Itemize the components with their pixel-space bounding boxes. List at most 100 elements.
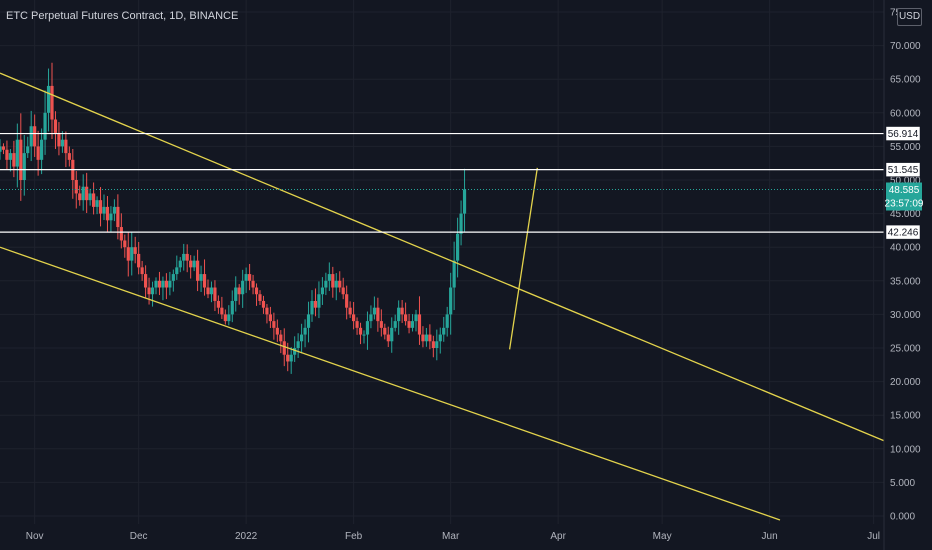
- candle-body: [206, 287, 210, 295]
- candle: [317, 281, 321, 319]
- candle: [40, 128, 44, 175]
- candle-body: [119, 227, 123, 241]
- candle: [105, 196, 110, 232]
- price-axis[interactable]: 0.000 5.000 10.000 15.000 20.000 25.000 30.000…: [883, 0, 921, 550]
- candle: [358, 322, 363, 345]
- y-tick-label: 40.000: [890, 243, 921, 254]
- candle-body: [431, 341, 435, 348]
- y-tick-label: 0.000: [890, 512, 915, 523]
- candle-body: [265, 307, 269, 315]
- candle-body: [85, 186, 89, 201]
- candle-body: [116, 206, 120, 228]
- y-tick-label: 45.000: [890, 209, 921, 220]
- candle: [244, 267, 248, 293]
- candle-body: [390, 327, 394, 342]
- candle: [393, 314, 397, 332]
- candle-body: [365, 321, 370, 335]
- candle: [324, 272, 328, 296]
- horizontal-levels: [0, 132, 884, 233]
- y-tick-label: 65.000: [890, 75, 921, 86]
- candle: [81, 174, 85, 211]
- candle-body: [112, 206, 116, 214]
- candle-body: [435, 341, 439, 348]
- candle: [50, 62, 54, 139]
- candle-body: [424, 334, 428, 342]
- candle: [442, 316, 446, 342]
- candle-body: [19, 139, 23, 180]
- candle: [88, 188, 92, 206]
- candle: [5, 140, 9, 170]
- candle: [313, 288, 318, 317]
- x-tick-label: Nov: [26, 531, 44, 542]
- candle: [126, 232, 130, 277]
- candle-body: [81, 186, 85, 201]
- candle-body: [88, 193, 92, 201]
- candle: [390, 317, 394, 353]
- candle-body: [60, 139, 64, 147]
- candle: [369, 305, 373, 329]
- candle: [372, 296, 376, 320]
- candles-series: [0, 62, 467, 374]
- time-axis[interactable]: Nov Dec 2022 Feb Mar Apr May Jun Jul: [26, 531, 880, 542]
- candle: [140, 260, 144, 281]
- candle: [102, 194, 106, 221]
- candle: [171, 269, 175, 292]
- candle-body: [157, 280, 162, 288]
- level-label: 51.545: [888, 165, 919, 176]
- candle-body: [331, 274, 335, 288]
- candle: [345, 285, 349, 320]
- x-tick-label: 2022: [235, 531, 258, 542]
- candle-body: [345, 294, 349, 308]
- candle: [130, 231, 134, 276]
- candle-body: [140, 267, 144, 275]
- candle: [261, 295, 266, 314]
- candle: [275, 319, 279, 342]
- candle: [435, 329, 439, 361]
- candle: [227, 305, 231, 326]
- candle: [272, 312, 276, 340]
- candle: [386, 326, 390, 347]
- candle-body: [185, 253, 189, 261]
- candle-body: [237, 287, 241, 295]
- candle: [220, 296, 224, 320]
- candle-body: [293, 348, 297, 355]
- candle: [352, 302, 356, 330]
- candle-body: [164, 280, 168, 288]
- candle: [459, 200, 463, 246]
- candle: [147, 277, 151, 305]
- candle-body: [462, 189, 467, 214]
- candle: [400, 300, 404, 323]
- currency-button[interactable]: USD: [897, 8, 922, 26]
- candle: [265, 304, 269, 324]
- candle: [161, 276, 165, 301]
- candle-body: [449, 287, 453, 315]
- candle-body: [95, 200, 99, 207]
- candle: [53, 111, 58, 149]
- candle-body: [92, 193, 96, 207]
- candle: [119, 213, 123, 249]
- candle-body: [133, 247, 137, 254]
- candle: [341, 277, 345, 300]
- candle-body: [175, 267, 179, 275]
- candle: [123, 234, 127, 258]
- candle: [22, 134, 26, 196]
- candle-body: [248, 274, 252, 281]
- candle: [67, 146, 71, 167]
- candle: [133, 236, 137, 264]
- candle: [449, 272, 453, 335]
- candle: [237, 284, 241, 305]
- candle-body: [272, 321, 276, 328]
- candle: [74, 171, 78, 209]
- candle: [397, 300, 401, 335]
- candle-body: [209, 287, 214, 295]
- y-tick-label: 60.000: [890, 108, 921, 119]
- candle: [150, 281, 155, 307]
- candle: [462, 168, 467, 232]
- x-tick-label: Jun: [762, 531, 778, 542]
- candle-body: [216, 300, 220, 308]
- candle: [182, 243, 186, 271]
- candle-body: [379, 321, 383, 328]
- candle: [445, 306, 449, 337]
- candle-body: [338, 280, 342, 288]
